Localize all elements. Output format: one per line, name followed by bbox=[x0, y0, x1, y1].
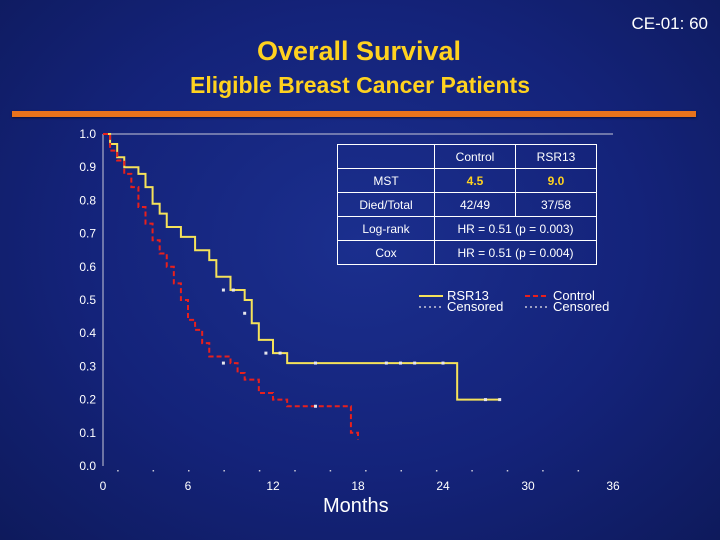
x-minor-tick bbox=[117, 470, 119, 472]
stats-header-row: Control RSR13 bbox=[337, 144, 597, 169]
censored-mark-rsr13 bbox=[278, 351, 282, 355]
page-subtitle: Eligible Breast Cancer Patients bbox=[189, 72, 530, 98]
censored-mark-rsr13 bbox=[413, 361, 417, 365]
x-minor-tick bbox=[188, 470, 190, 472]
x-minor-tick bbox=[471, 470, 473, 472]
stats-row-died: Died/Total 42/49 37/58 bbox=[337, 192, 597, 217]
chart-censored-marks bbox=[221, 288, 502, 408]
censored-mark-control bbox=[314, 404, 317, 408]
chart-axes bbox=[102, 133, 613, 466]
censored-mark-rsr13 bbox=[264, 351, 268, 355]
chart-lines bbox=[103, 133, 500, 440]
censored-mark-rsr13 bbox=[498, 398, 502, 402]
y-tick-label: 0.8 bbox=[79, 193, 96, 207]
x-minor-tick bbox=[365, 470, 367, 472]
series-line-rsr13 bbox=[103, 133, 500, 401]
stats-header-control: Control bbox=[434, 144, 516, 169]
stats-value-control: 42/49 bbox=[434, 192, 516, 217]
stats-table: Control RSR13 MST 4.5 9.0 Died/Total 42/… bbox=[337, 144, 597, 265]
legend-control: Control Censored bbox=[553, 288, 610, 314]
stats-value-rsr13: 37/58 bbox=[515, 192, 597, 217]
y-tick-label: 0.9 bbox=[79, 160, 96, 174]
censored-mark-rsr13 bbox=[243, 311, 247, 315]
y-tick-label: 0.5 bbox=[79, 293, 96, 307]
x-tick-label: 12 bbox=[266, 479, 280, 493]
stats-header-rsr13: RSR13 bbox=[515, 144, 597, 169]
y-tick-label: 0.7 bbox=[79, 227, 96, 241]
x-tick-label: 30 bbox=[521, 479, 535, 493]
x-tick-label: 18 bbox=[351, 479, 365, 493]
censored-mark-rsr13 bbox=[314, 361, 317, 365]
x-minor-tick bbox=[577, 470, 580, 472]
y-tick-label: 0.6 bbox=[79, 260, 96, 274]
stats-label: Log-rank bbox=[337, 216, 435, 241]
stats-value-merged: HR = 0.51 (p = 0.004) bbox=[434, 240, 597, 265]
stats-label: Cox bbox=[337, 240, 435, 265]
y-tick-label: 0.3 bbox=[79, 359, 96, 373]
page-title: Overall Survival bbox=[0, 36, 719, 67]
stats-label: Died/Total bbox=[337, 192, 435, 217]
x-tick-label: 24 bbox=[436, 479, 450, 493]
x-minor-tick bbox=[152, 470, 155, 472]
y-tick-label: 0.1 bbox=[79, 426, 96, 440]
x-tick-label: 6 bbox=[185, 479, 192, 493]
x-minor-tick bbox=[294, 470, 296, 472]
stats-row-mst: MST 4.5 9.0 bbox=[337, 168, 597, 193]
stats-header-blank bbox=[337, 144, 435, 169]
censored-mark-control bbox=[221, 361, 225, 365]
legend-swatches bbox=[419, 295, 549, 308]
x-minor-tick bbox=[435, 470, 438, 472]
chart-ticks: 0.0 0.1 0.2 0.3 0.4 0.5 0.6 0.7 0.8 0.9 1.0 0 6 12 18 2… bbox=[79, 127, 620, 493]
series-line-control bbox=[103, 133, 359, 440]
y-tick-label: 0.4 bbox=[79, 326, 96, 340]
stats-value-rsr13: 9.0 bbox=[515, 168, 597, 193]
stats-row-cox: Cox HR = 0.51 (p = 0.004) bbox=[337, 240, 597, 265]
x-axis-label: Months bbox=[323, 495, 389, 517]
censored-mark-rsr13 bbox=[399, 361, 402, 365]
legend-rsr13: RSR13 Censored bbox=[447, 288, 504, 314]
title-rule bbox=[12, 111, 696, 117]
stats-label: MST bbox=[337, 168, 435, 193]
censored-mark-rsr13 bbox=[441, 361, 445, 365]
x-minor-tick bbox=[223, 470, 225, 472]
censored-mark-rsr13 bbox=[484, 398, 487, 402]
stats-row-logrank: Log-rank HR = 0.51 (p = 0.003) bbox=[337, 216, 597, 241]
legend-rsr13-censored: Censored bbox=[447, 299, 504, 314]
stats-value-merged: HR = 0.51 (p = 0.003) bbox=[434, 216, 597, 241]
x-minor-tick bbox=[329, 470, 332, 472]
x-minor-tick bbox=[506, 470, 509, 472]
x-tick-label: 0 bbox=[100, 479, 107, 493]
censored-mark-rsr13 bbox=[384, 361, 388, 365]
x-minor-tick bbox=[542, 470, 544, 472]
censored-mark-rsr13 bbox=[221, 288, 225, 292]
stats-value-control: 4.5 bbox=[434, 168, 516, 193]
censored-mark-rsr13 bbox=[231, 288, 235, 292]
legend-control-name: Control bbox=[553, 288, 595, 303]
legend-rsr13-name: RSR13 bbox=[447, 288, 489, 303]
page-title-text: Overall Survival bbox=[256, 36, 462, 66]
x-minor-tick bbox=[258, 470, 261, 472]
x-minor-tick bbox=[400, 470, 402, 472]
y-tick-label: 1.0 bbox=[79, 127, 96, 141]
legend-control-censored: Censored bbox=[553, 299, 610, 314]
y-tick-label: 0.2 bbox=[79, 393, 96, 407]
slide-id: CE-01: 60 bbox=[631, 14, 708, 33]
y-tick-label: 0.0 bbox=[79, 459, 96, 473]
x-tick-label: 36 bbox=[606, 479, 620, 493]
